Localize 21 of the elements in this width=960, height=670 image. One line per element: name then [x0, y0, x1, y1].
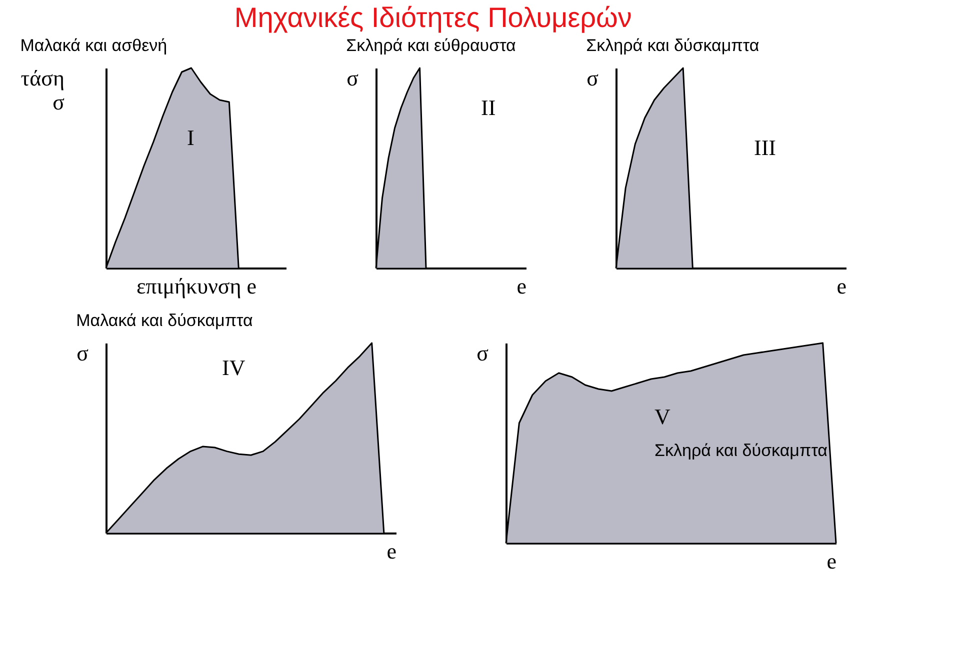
annotation: V: [654, 404, 670, 429]
chart-title: Σκληρά και εύθραυστα: [346, 36, 516, 55]
x-axis-title: e: [516, 274, 526, 298]
annotation: II: [481, 95, 496, 120]
y-axis-title: σ: [76, 340, 89, 366]
x-axis-title: e: [826, 548, 836, 574]
annotation: I: [187, 125, 194, 150]
x-axis-title: επιμήκυνση e: [136, 274, 257, 298]
y-axis-title: σ: [586, 66, 599, 90]
y-axis-title: τάση σ: [20, 66, 65, 114]
text: Μηχανικές Ιδιότητες Πολυμερών: [234, 2, 632, 33]
y-axis-title: σ: [346, 66, 359, 90]
x-axis-title: e: [836, 274, 846, 298]
annotation: III: [754, 135, 776, 160]
y-axis-title: σ: [476, 340, 489, 366]
annotation: Σκληρά και δύσκαμπτα: [654, 441, 828, 460]
annotation: IV: [222, 355, 246, 380]
chart-title: Σκληρά και δύσκαμπτα: [586, 36, 760, 55]
chart-title: Μαλακά και ασθενή: [20, 36, 168, 55]
chart-title: Μαλακά και δύσκαμπτα: [76, 311, 254, 330]
x-axis-title: e: [386, 538, 396, 564]
